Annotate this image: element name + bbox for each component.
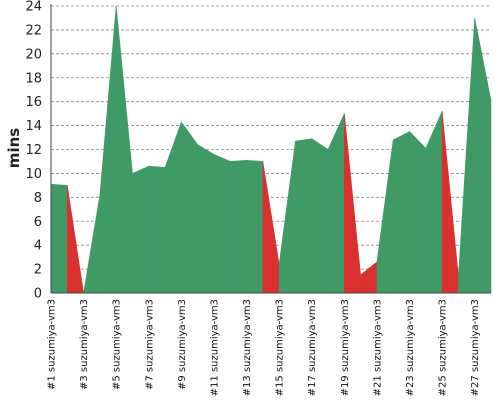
area-segment-success bbox=[50, 183, 68, 294]
x-tick-label: #21 suzumiya-vm3 bbox=[372, 299, 383, 396]
area-segment-failure bbox=[441, 111, 459, 294]
area-segment-success bbox=[278, 141, 296, 294]
area-segment-success bbox=[295, 138, 313, 294]
y-tick-label: 0 bbox=[34, 287, 42, 302]
area-segment-failure bbox=[262, 161, 280, 294]
area-segment-failure bbox=[66, 185, 84, 294]
area-segment-success bbox=[115, 5, 133, 294]
area-segment-success bbox=[392, 131, 410, 294]
y-tick-label: 18 bbox=[25, 71, 42, 86]
x-tick-label: #15 suzumiya-vm3 bbox=[275, 299, 286, 396]
x-tick-label: #7 suzumiya-vm3 bbox=[144, 299, 155, 390]
x-tick-label: #25 suzumiya-vm3 bbox=[438, 299, 449, 396]
area-segment-success bbox=[148, 165, 166, 294]
area-segment-success bbox=[458, 17, 476, 294]
area-segment-success bbox=[83, 194, 101, 294]
x-tick-label: #1 suzumiya-vm3 bbox=[47, 299, 58, 390]
x-tick-label: #3 suzumiya-vm3 bbox=[79, 299, 90, 390]
y-tick-label: 12 bbox=[25, 143, 42, 158]
y-tick-label: 22 bbox=[25, 23, 42, 38]
area-segment-success bbox=[409, 130, 427, 294]
area-segment-success bbox=[425, 111, 443, 294]
y-tick-label: 2 bbox=[34, 263, 42, 278]
area-segment-success bbox=[164, 121, 182, 294]
y-tick-label: 20 bbox=[25, 47, 42, 62]
x-tick-label: #17 suzumiya-vm3 bbox=[307, 299, 318, 396]
duration-area-series bbox=[50, 5, 492, 294]
area-segment-success bbox=[246, 159, 264, 294]
area-segment-success bbox=[474, 17, 492, 294]
x-tick-label: #9 suzumiya-vm3 bbox=[177, 299, 188, 390]
axes bbox=[50, 4, 491, 294]
x-tick-label: #13 suzumiya-vm3 bbox=[242, 299, 253, 396]
area-segment-success bbox=[327, 113, 345, 294]
area-segment-failure bbox=[360, 261, 378, 294]
area-segment-success bbox=[229, 159, 247, 294]
x-tick-labels: #1 suzumiya-vm3 #3 suzumiya-vm3 #5 suzumiy… bbox=[47, 299, 482, 396]
y-tick-label: 14 bbox=[25, 119, 42, 134]
y-tick-label: 8 bbox=[34, 191, 42, 206]
x-tick-label: #5 suzumiya-vm3 bbox=[112, 299, 123, 390]
x-tick-label: #11 suzumiya-vm3 bbox=[209, 299, 220, 396]
area-segment-success bbox=[311, 138, 329, 294]
y-axis-label: mins bbox=[5, 128, 23, 168]
x-tick-label: #27 suzumiya-vm3 bbox=[470, 299, 481, 396]
area-segment-failure bbox=[344, 113, 361, 294]
area-segment-success bbox=[197, 144, 215, 294]
area-segment-success bbox=[181, 121, 198, 294]
y-tick-label: 24 bbox=[25, 0, 42, 15]
area-segment-success bbox=[132, 165, 150, 294]
y-tick-label: 4 bbox=[34, 239, 42, 254]
y-tick-label: 6 bbox=[34, 215, 42, 230]
x-tick-label: #19 suzumiya-vm3 bbox=[340, 299, 351, 396]
x-tick-label: #23 suzumiya-vm3 bbox=[405, 299, 416, 396]
area-segment-success bbox=[213, 153, 231, 294]
y-tick-label: 10 bbox=[25, 167, 42, 182]
y-tick-label: 16 bbox=[25, 95, 42, 110]
area-segment-success bbox=[376, 139, 394, 294]
